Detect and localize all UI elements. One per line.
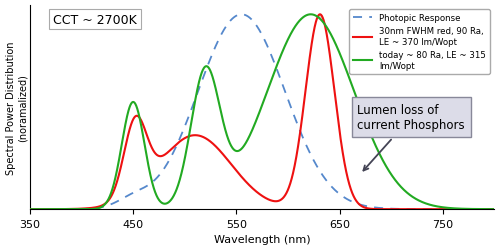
Photopic Response	[205, 64, 211, 67]
today ~ 80 Ra, LE ~ 315
lm/Wopt	[492, 208, 498, 211]
30nm FWHM red, 90 Ra,
LE ~ 370 lm/Wopt	[108, 196, 114, 199]
today ~ 80 Ra, LE ~ 315
lm/Wopt	[432, 205, 438, 208]
30nm FWHM red, 90 Ra,
LE ~ 370 lm/Wopt	[492, 208, 498, 211]
Line: today ~ 80 Ra, LE ~ 315
lm/Wopt: today ~ 80 Ra, LE ~ 315 lm/Wopt	[30, 15, 494, 209]
Photopic Response	[238, 14, 244, 17]
Y-axis label: Spectral Power Distribution
(noramalized): Spectral Power Distribution (noramalized…	[6, 41, 27, 174]
today ~ 80 Ra, LE ~ 315
lm/Wopt	[80, 208, 86, 211]
Photopic Response	[482, 208, 488, 211]
today ~ 80 Ra, LE ~ 315
lm/Wopt	[225, 138, 231, 141]
X-axis label: Wavelength (nm): Wavelength (nm)	[214, 234, 310, 244]
30nm FWHM red, 90 Ra,
LE ~ 370 lm/Wopt	[27, 208, 33, 211]
30nm FWHM red, 90 Ra,
LE ~ 370 lm/Wopt	[225, 160, 231, 162]
Text: Lumen loss of
current Phosphors: Lumen loss of current Phosphors	[358, 104, 465, 171]
30nm FWHM red, 90 Ra,
LE ~ 370 lm/Wopt	[432, 208, 438, 211]
Photopic Response	[225, 23, 231, 26]
30nm FWHM red, 90 Ra,
LE ~ 370 lm/Wopt	[80, 207, 86, 210]
Photopic Response	[108, 203, 114, 206]
Legend: Photopic Response, 30nm FWHM red, 90 Ra,
LE ~ 370 lm/Wopt, today ~ 80 Ra, LE ~ 3: Photopic Response, 30nm FWHM red, 90 Ra,…	[349, 10, 490, 74]
30nm FWHM red, 90 Ra,
LE ~ 370 lm/Wopt	[317, 14, 323, 17]
30nm FWHM red, 90 Ra,
LE ~ 370 lm/Wopt	[482, 208, 488, 211]
today ~ 80 Ra, LE ~ 315
lm/Wopt	[482, 208, 488, 211]
Photopic Response	[492, 208, 498, 211]
Photopic Response	[80, 208, 86, 210]
today ~ 80 Ra, LE ~ 315
lm/Wopt	[27, 208, 33, 211]
Line: 30nm FWHM red, 90 Ra,
LE ~ 370 lm/Wopt: 30nm FWHM red, 90 Ra, LE ~ 370 lm/Wopt	[30, 15, 494, 209]
Line: Photopic Response: Photopic Response	[30, 15, 494, 209]
Photopic Response	[27, 208, 33, 211]
today ~ 80 Ra, LE ~ 315
lm/Wopt	[108, 193, 114, 196]
today ~ 80 Ra, LE ~ 315
lm/Wopt	[308, 14, 314, 17]
today ~ 80 Ra, LE ~ 315
lm/Wopt	[205, 66, 211, 69]
30nm FWHM red, 90 Ra,
LE ~ 370 lm/Wopt	[205, 139, 211, 142]
Text: CCT ~ 2700K: CCT ~ 2700K	[53, 14, 137, 27]
Photopic Response	[432, 208, 438, 211]
